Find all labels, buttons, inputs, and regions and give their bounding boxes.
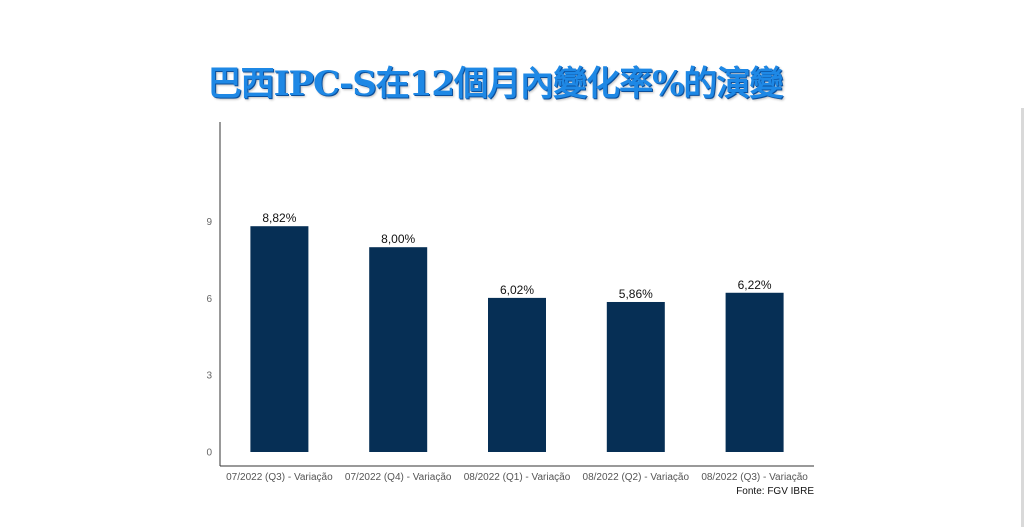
y-tick-label: 6 — [206, 294, 212, 305]
y-tick-label: 3 — [206, 371, 212, 382]
y-tick-label: 0 — [206, 448, 212, 459]
bar-value-label: 8,82% — [262, 211, 296, 225]
chart-title: 巴西IPC-S在12個月內變化率%的演變 — [207, 64, 784, 104]
bar — [725, 292, 784, 452]
x-category-label: 07/2022 (Q4) - Variação — [345, 472, 452, 483]
x-category-label: 07/2022 (Q3) - Variação — [226, 472, 333, 483]
y-axis-ticks: 0 3 6 9 — [206, 217, 212, 458]
bar — [250, 226, 309, 452]
bars-group — [250, 226, 784, 452]
page-edge-divider — [1021, 108, 1024, 527]
y-tick-label: 9 — [206, 217, 212, 228]
x-category-label: 08/2022 (Q2) - Variação — [583, 472, 690, 483]
x-category-label: 08/2022 (Q3) - Variação — [701, 472, 808, 483]
bar — [369, 247, 428, 452]
category-labels: 07/2022 (Q3) - Variação 07/2022 (Q4) - Va… — [226, 472, 808, 483]
bar-value-label: 5,86% — [619, 287, 653, 301]
x-category-label: 08/2022 (Q1) - Variação — [464, 472, 571, 483]
bar-value-label: 8,00% — [381, 232, 415, 246]
bar-value-label: 6,22% — [738, 278, 772, 292]
bar-value-label: 6,02% — [500, 283, 534, 297]
bar — [606, 301, 665, 452]
bar — [488, 297, 546, 452]
value-labels: 8,82% 8,00% 6,02% 5,86% 6,22% — [262, 211, 772, 301]
source-note: Fonte: FGV IBRE — [736, 486, 814, 497]
